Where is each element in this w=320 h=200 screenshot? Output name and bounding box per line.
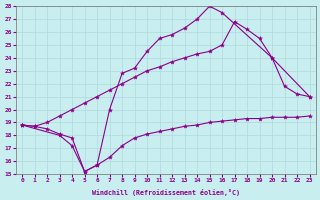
- X-axis label: Windchill (Refroidissement éolien,°C): Windchill (Refroidissement éolien,°C): [92, 189, 240, 196]
